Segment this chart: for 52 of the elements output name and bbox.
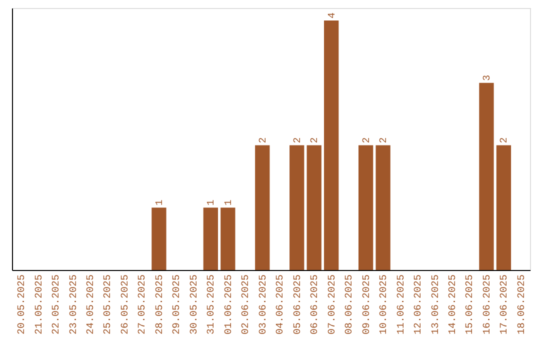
x-tick-label: 25.05.2025: [103, 274, 114, 335]
data-label: 1: [224, 200, 235, 206]
x-tick-label: 01.06.2025: [224, 274, 235, 335]
x-tick-label: 03.06.2025: [258, 274, 270, 335]
data-label: 2: [310, 137, 322, 144]
x-tick-label: 28.05.2025: [154, 274, 166, 335]
data-label: 2: [258, 137, 270, 144]
x-tick-label: 23.05.2025: [68, 274, 80, 335]
bar: [479, 82, 494, 270]
x-tick-label: 27.05.2025: [138, 274, 149, 335]
x-tick-label: 04.06.2025: [276, 274, 287, 335]
x-tick-label: 10.06.2025: [379, 274, 390, 335]
x-tick-label: 30.05.2025: [189, 274, 200, 335]
data-label: 2: [292, 137, 304, 144]
bar: [358, 145, 374, 270]
bar: [220, 208, 236, 270]
bar: [203, 208, 218, 270]
data-label: 2: [500, 137, 511, 144]
x-tick-label: 24.05.2025: [86, 274, 97, 335]
x-tick-label: 17.06.2025: [500, 274, 511, 335]
x-tick-label: 11.06.2025: [396, 274, 408, 335]
x-tick-label: 18.06.2025: [516, 274, 528, 335]
data-label: 2: [362, 137, 373, 144]
x-tick-label: 06.06.2025: [310, 274, 322, 335]
x-tick-label: 09.06.2025: [362, 274, 373, 335]
bar: [324, 20, 339, 270]
data-label: 3: [482, 74, 494, 81]
x-tick-label: 29.05.2025: [172, 274, 184, 335]
x-tick-label: 15.06.2025: [465, 274, 476, 335]
bar: [496, 145, 512, 270]
x-tick-label: 20.05.2025: [17, 274, 28, 335]
bar: [376, 145, 390, 270]
data-label: 4: [327, 12, 338, 18]
x-tick-label: 26.05.2025: [120, 274, 132, 335]
x-tick-label: 21.05.2025: [34, 274, 46, 335]
x-tick-label: 22.05.2025: [52, 274, 63, 335]
data-label: 1: [206, 200, 218, 206]
bar: [255, 145, 270, 270]
x-tick-label: 13.06.2025: [430, 274, 442, 335]
bar: [306, 145, 322, 270]
bar: [152, 208, 166, 270]
x-tick-label: 16.06.2025: [482, 274, 494, 335]
x-tick-label: 31.05.2025: [206, 274, 218, 335]
x-tick-label: 08.06.2025: [344, 274, 356, 335]
x-tick-label: 02.06.2025: [241, 274, 252, 335]
x-tick-label: 07.06.2025: [327, 274, 338, 335]
x-tick-label: 12.06.2025: [414, 274, 425, 335]
data-label: 2: [379, 137, 390, 144]
data-label: 1: [154, 200, 166, 206]
bar: [290, 145, 304, 270]
x-tick-label: 05.06.2025: [292, 274, 304, 335]
x-tick-label: 14.06.2025: [448, 274, 459, 335]
